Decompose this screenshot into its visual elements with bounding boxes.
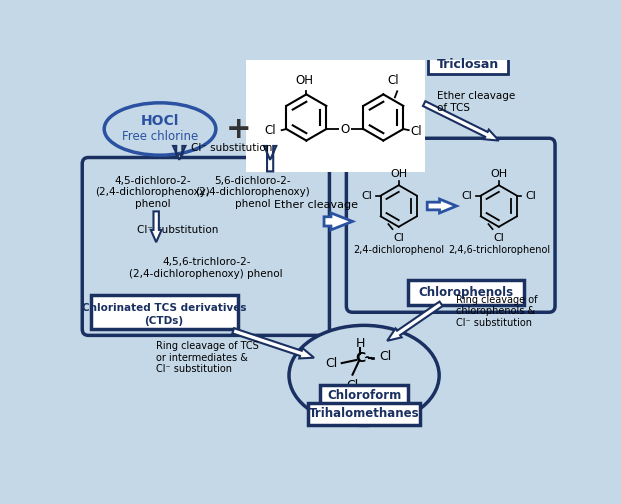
Ellipse shape (289, 326, 439, 425)
Text: Cl: Cl (494, 233, 504, 243)
Text: O: O (340, 122, 350, 136)
Text: Triclosan: Triclosan (437, 58, 499, 71)
Text: phenol: phenol (135, 199, 170, 209)
FancyBboxPatch shape (308, 403, 420, 425)
FancyBboxPatch shape (347, 138, 555, 312)
Text: (2,4-dichlorophenoxy) phenol: (2,4-dichlorophenoxy) phenol (129, 269, 283, 279)
FancyBboxPatch shape (91, 295, 238, 329)
Text: Cl: Cl (325, 357, 337, 370)
Polygon shape (264, 146, 276, 171)
Polygon shape (423, 101, 499, 141)
Polygon shape (232, 328, 314, 358)
Text: Cl: Cl (379, 350, 392, 363)
Text: C: C (355, 351, 365, 365)
Text: Cl: Cl (387, 74, 399, 87)
Text: Chloroform: Chloroform (327, 389, 401, 402)
Text: +: + (226, 114, 252, 144)
Text: Chlorophenols: Chlorophenols (418, 286, 514, 299)
Ellipse shape (104, 103, 216, 155)
Text: Free chlorine: Free chlorine (122, 130, 198, 143)
Text: Cl⁻ substitution: Cl⁻ substitution (191, 143, 272, 153)
Polygon shape (324, 213, 353, 230)
Text: Trihalomethanes: Trihalomethanes (309, 407, 419, 420)
Text: H: H (356, 337, 365, 350)
Text: OH: OH (490, 169, 507, 179)
Text: Cl: Cl (410, 125, 422, 138)
Text: Cl⁻ substitution: Cl⁻ substitution (137, 225, 219, 235)
Text: phenol: phenol (235, 199, 270, 209)
Text: 4,5,6-trichloro-2-: 4,5,6-trichloro-2- (162, 257, 250, 267)
Text: Ring cleavage of TCS
or intermediates &
Cl⁻ substitution: Ring cleavage of TCS or intermediates & … (156, 341, 259, 374)
Text: Cl: Cl (264, 123, 276, 137)
Text: OH: OH (390, 169, 407, 179)
FancyBboxPatch shape (428, 54, 508, 75)
Text: 5,6-dichloro-2-: 5,6-dichloro-2- (214, 175, 291, 185)
Text: 4,5-dichloro-2-: 4,5-dichloro-2- (114, 175, 191, 185)
Text: Cl: Cl (361, 191, 372, 201)
Text: 2,4,6-trichlorophenol: 2,4,6-trichlorophenol (448, 245, 550, 255)
Text: 2,4-dichlorophenol: 2,4-dichlorophenol (353, 245, 444, 255)
Polygon shape (151, 211, 161, 242)
Text: Chlorinated TCS derivatives: Chlorinated TCS derivatives (81, 303, 246, 313)
Polygon shape (173, 146, 186, 160)
Text: (2,4-dichlorophenoxy): (2,4-dichlorophenoxy) (195, 187, 310, 197)
Text: Ring cleavage of
chlorophenols &
Cl⁻ substitution: Ring cleavage of chlorophenols & Cl⁻ sub… (456, 295, 538, 328)
FancyBboxPatch shape (320, 385, 408, 406)
Text: Cl: Cl (526, 191, 537, 201)
FancyBboxPatch shape (247, 55, 425, 172)
FancyBboxPatch shape (408, 280, 524, 304)
Text: (CTDs): (CTDs) (144, 316, 183, 326)
Text: Ether cleavage
of TCS: Ether cleavage of TCS (437, 91, 515, 113)
Text: (2,4-dichlorophenoxy): (2,4-dichlorophenoxy) (95, 187, 210, 197)
Text: Cl: Cl (393, 233, 404, 243)
Text: OH: OH (296, 74, 314, 87)
Polygon shape (387, 301, 443, 341)
Text: Cl: Cl (461, 191, 472, 201)
Text: Cl: Cl (347, 380, 359, 392)
Polygon shape (427, 199, 456, 213)
Text: Ether cleavage: Ether cleavage (274, 200, 358, 210)
Text: HOCl: HOCl (141, 114, 179, 129)
FancyBboxPatch shape (82, 158, 329, 335)
